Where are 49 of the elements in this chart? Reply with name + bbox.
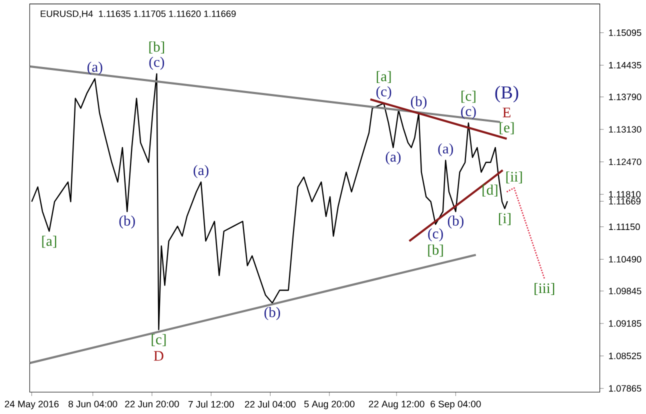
annotation: (b): [410, 96, 427, 110]
annotation: [i]: [498, 213, 510, 226]
y-tick-label: 1.08525: [609, 352, 642, 360]
x-tick-label: 22 Jun 20:00: [125, 400, 179, 408]
annotation: [d]: [482, 184, 498, 197]
y-tick-label: 1.11669: [609, 198, 640, 205]
y-tick-label: 1.09845: [609, 288, 642, 294]
annotation: (a): [386, 152, 401, 165]
annotation: [a]: [376, 71, 391, 84]
annotation: [b]: [428, 244, 443, 257]
annotation: (b): [264, 307, 280, 320]
y-tick-label: 1.11150: [609, 224, 640, 230]
annotation: [ii]: [506, 172, 522, 184]
y-tick-label: 1.13130: [609, 126, 642, 133]
y-tick-label: 1.12470: [609, 158, 642, 166]
y-tick-label: 1.14435: [609, 62, 642, 69]
annotation: [b]: [149, 42, 164, 54]
x-tick-label: 8 Jun 04:00: [68, 400, 118, 408]
y-tick-label: 1.11810: [609, 191, 641, 198]
annotation: [c]: [152, 334, 166, 346]
annotation: (B): [495, 86, 518, 103]
annotation: [c]: [462, 90, 476, 103]
x-tick-label: 6 Sep 04:00: [430, 400, 481, 410]
y-tick-label: 1.15095: [609, 30, 642, 36]
text: 1.11635 1.11705 1.11620 1.11669: [98, 10, 236, 18]
annotation: D: [154, 351, 164, 361]
annotation: (a): [88, 62, 102, 75]
x-tick-label: 24 May 2016: [4, 400, 59, 410]
y-tick-label: 1.13790: [609, 94, 642, 100]
annotation: (a): [194, 165, 208, 178]
annotation: (c): [376, 86, 392, 100]
annotation: (c): [461, 106, 476, 120]
annotation: [e]: [500, 122, 514, 134]
annotation: (b): [448, 216, 464, 229]
y-tick-label: 1.10490: [609, 256, 642, 263]
annotation: (c): [149, 56, 164, 70]
annotation: [iii]: [534, 283, 554, 296]
annotation: (c): [428, 228, 443, 242]
x-tick-label: 7 Jul 12:00: [188, 400, 234, 408]
x-tick-label: 5 Aug 20:00: [304, 400, 354, 410]
y-tick-label: 1.07865: [609, 385, 642, 392]
annotation: [a]: [42, 236, 56, 248]
annotation: E: [502, 108, 510, 118]
annotation: (a): [438, 144, 453, 157]
x-tick-label: 22 Jul 04:00: [244, 400, 296, 408]
text: EURUSD,H4: [40, 10, 93, 18]
x-tick-label: 22 Aug 12:00: [368, 400, 424, 410]
annotation: (b): [119, 216, 135, 229]
y-tick-label: 1.09185: [609, 320, 642, 327]
